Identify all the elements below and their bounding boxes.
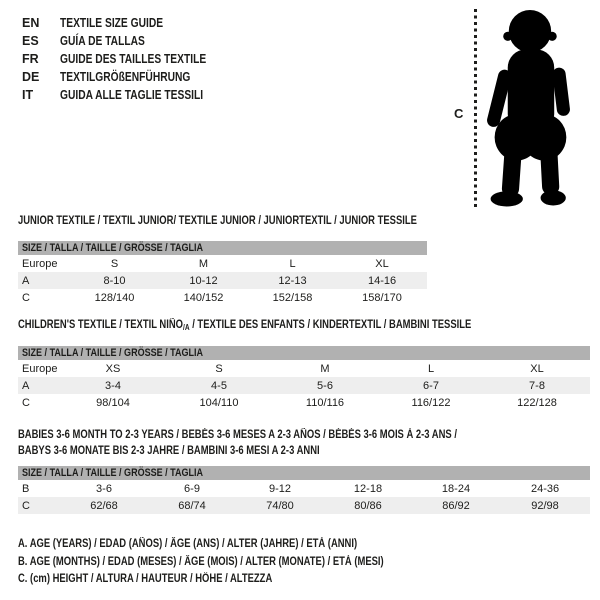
footnote-b: B. AGE (MONTHS) / EDAD (MESES) / ÂGE (MO… [18,555,384,568]
table-row: C 128/140 140/152 152/158 158/170 [18,289,427,306]
row-label-cell: C [22,291,30,304]
value-cell: 12-13 [248,272,337,289]
size-band-label: SIZE / TALLA / TAILLE / GRÖSSE / TAGLIA [22,242,204,254]
value-cell: 110/116 [305,396,345,409]
language-title: TEXTILGRÖßENFÜHRUNG [60,70,191,84]
children-size-table: SIZE / TALLA / TAILLE / GRÖSSE / TAGLIA … [18,346,590,411]
junior-size-section: JUNIOR TEXTILE / TEXTIL JUNIOR/ TEXTILE … [18,215,428,306]
size-cell: L [289,257,296,270]
value-cell: 5-6 [272,377,378,394]
language-code: FR [22,52,39,66]
language-row-fr: FR GUIDE DES TAILLES TEXTILE [22,50,238,68]
size-cell: XL [375,257,389,270]
language-title: TEXTILE SIZE GUIDE [60,16,164,30]
height-measure-label: C [454,106,464,121]
baby-silhouette-icon [487,10,570,207]
table-row: A 3-4 4-5 5-6 6-7 7-8 [18,377,590,394]
value-cell: 12-18 [353,482,383,495]
value-cell: 3-6 [96,482,112,495]
children-size-section: CHILDREN'S TEXTILE / TEXTIL NIÑO/A / TEX… [18,319,590,411]
language-row-es: ES GUÍA DE TALLAS [22,32,238,50]
value-cell: 140/152 [183,291,224,304]
value-cell: 80/86 [324,497,412,514]
size-header-band: SIZE / TALLA / TAILLE / GRÖSSE / TAGLIA [18,346,590,360]
table-row: C 62/68 68/74 74/80 80/86 86/92 92/98 [18,497,591,514]
language-title: GUIDE DES TAILLES TEXTILE [60,52,207,66]
value-cell: 68/74 [148,497,236,514]
row-label-cell: C [18,497,60,514]
footnotes: A. AGE (YEARS) / EDAD (AÑOS) / ÂGE (ANS)… [18,536,464,589]
size-cell: M [198,257,209,270]
value-cell: 24-36 [530,482,560,495]
language-row-it: IT GUIDA ALLE TAGLIE TESSILI [22,86,238,104]
row-label-cell: C [22,396,30,409]
footnote-a: A. AGE (YEARS) / EDAD (AÑOS) / ÂGE (ANS)… [18,538,358,550]
value-cell: 122/128 [517,396,557,409]
size-cell: XS [105,362,121,375]
children-table-title: CHILDREN'S TEXTILE / TEXTIL NIÑO/A / TEX… [18,319,472,332]
table-row: Europe S M L XL [18,255,427,272]
row-label-cell: B [22,482,30,495]
table-row: B 3-6 6-9 9-12 12-18 18-24 24-36 [18,480,590,497]
language-title: GUIDA ALLE TAGLIE TESSILI [60,88,204,102]
babies-size-table: SIZE / TALLA / TAILLE / GRÖSSE / TAGLIA … [18,466,591,514]
value-cell: 3-4 [60,377,166,394]
language-legend: EN TEXTILE SIZE GUIDE ES GUÍA DE TALLAS … [22,14,238,104]
value-cell: 158/170 [362,291,402,304]
table-row: A 8-10 10-12 12-13 14-16 [18,272,428,289]
value-cell: 152/158 [272,291,313,304]
size-cell: L [427,362,435,375]
value-cell: 92/98 [500,497,591,514]
value-cell: 14-16 [337,272,428,289]
value-cell: 7-8 [484,377,590,394]
babies-size-section: BABIES 3-6 MONTH TO 2-3 YEARS / BEBÉS 3-… [18,427,591,514]
babies-table-title: BABIES 3-6 MONTH TO 2-3 YEARS / BEBÉS 3-… [18,429,457,457]
value-cell: 8-10 [70,272,159,289]
value-cell: 116/122 [411,396,451,409]
value-cell: 86/92 [412,497,500,514]
size-cell: S [110,257,119,270]
size-cell: S [215,362,223,375]
value-cell: 62/68 [60,497,148,514]
size-band-label: SIZE / TALLA / TAILLE / GRÖSSE / TAGLIA [22,347,204,359]
junior-size-table: SIZE / TALLA / TAILLE / GRÖSSE / TAGLIA … [18,241,428,306]
language-code: EN [22,16,40,30]
nino-a-subscript: /A [183,323,190,332]
value-cell: 6-9 [184,482,200,495]
size-header-band: SIZE / TALLA / TAILLE / GRÖSSE / TAGLIA [18,466,591,480]
height-dashed-line [474,9,477,207]
size-cell: M [320,362,330,375]
language-row-de: DE TEXTILGRÖßENFÜHRUNG [22,68,238,86]
language-row-en: EN TEXTILE SIZE GUIDE [22,14,238,32]
value-cell: 4-5 [166,377,272,394]
language-code: DE [22,70,40,84]
value-cell: 18-24 [441,482,471,495]
value-cell: 74/80 [236,497,324,514]
size-band-label: SIZE / TALLA / TAILLE / GRÖSSE / TAGLIA [22,467,204,479]
table-row: C 98/104 104/110 110/116 116/122 122/128 [18,394,590,411]
value-cell: 98/104 [96,396,130,409]
row-label-cell: Europe [22,362,58,375]
table-row: Europe XS S M L XL [18,360,590,377]
row-label-cell: Europe [22,257,58,270]
language-title: GUÍA DE TALLAS [60,34,145,48]
value-cell: 128/140 [94,291,135,304]
value-cell: 10-12 [159,272,248,289]
size-cell: XL [530,362,544,375]
row-label-cell: A [18,377,60,394]
value-cell: 6-7 [378,377,484,394]
value-cell: 9-12 [268,482,292,495]
language-code: IT [22,88,34,102]
value-cell: 104/110 [199,396,239,409]
junior-table-title: JUNIOR TEXTILE / TEXTIL JUNIOR/ TEXTILE … [18,215,417,227]
row-label-cell: A [18,272,70,289]
language-code: ES [22,34,39,48]
footnote-c: C. (cm) HEIGHT / ALTURA / HAUTEUR / HÖHE… [18,573,273,585]
size-header-band: SIZE / TALLA / TAILLE / GRÖSSE / TAGLIA [18,241,428,255]
